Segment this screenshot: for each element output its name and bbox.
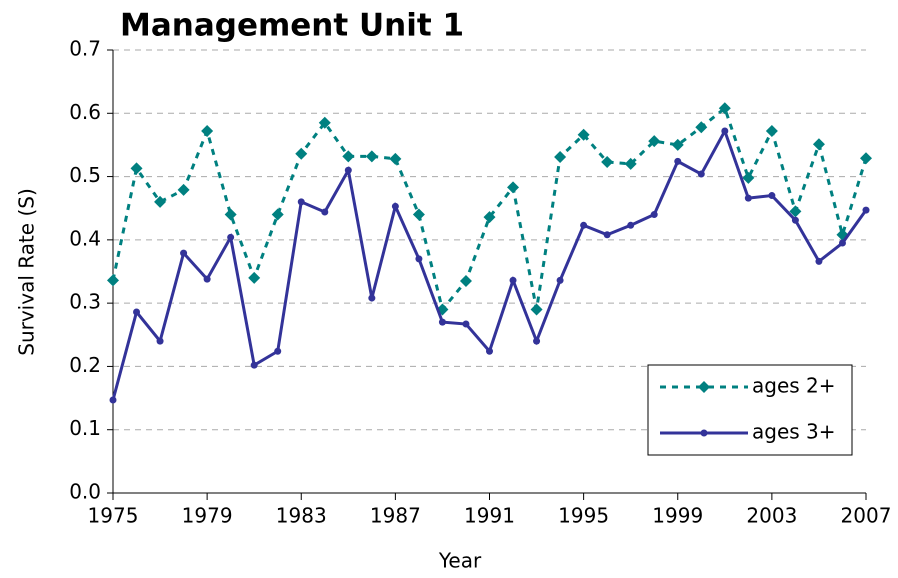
point xyxy=(248,271,261,284)
point xyxy=(412,208,425,221)
point xyxy=(791,216,799,224)
point xyxy=(624,157,637,170)
point xyxy=(224,208,237,221)
y-tick-label: 0.7 xyxy=(69,37,101,61)
point xyxy=(297,198,305,206)
point xyxy=(462,320,470,328)
legend-box xyxy=(647,364,853,456)
y-tick-label: 0.6 xyxy=(69,100,101,124)
point xyxy=(203,275,211,283)
y-tick-label: 0.3 xyxy=(69,290,101,314)
point xyxy=(577,128,590,141)
x-tick-label: 1979 xyxy=(182,504,233,528)
point xyxy=(250,361,258,369)
x-tick-label: 1975 xyxy=(88,504,139,528)
point xyxy=(627,221,635,229)
point xyxy=(201,125,214,138)
point xyxy=(295,147,308,160)
x-tick-label: 1999 xyxy=(652,504,703,528)
point xyxy=(530,303,543,316)
line xyxy=(111,105,868,313)
point xyxy=(838,239,846,247)
point xyxy=(815,257,823,265)
point xyxy=(180,249,188,257)
point xyxy=(365,150,378,163)
point xyxy=(812,138,825,151)
point xyxy=(507,181,520,194)
point xyxy=(154,195,167,208)
point xyxy=(483,211,496,224)
point xyxy=(177,183,190,196)
point xyxy=(697,170,705,178)
point xyxy=(133,308,141,316)
point xyxy=(765,125,778,138)
x-tick-label: 1991 xyxy=(464,504,515,528)
point xyxy=(391,202,399,210)
legend-marker xyxy=(700,429,708,437)
y-tick-label: 0.2 xyxy=(69,353,101,377)
point xyxy=(718,102,731,115)
point xyxy=(389,152,402,165)
point xyxy=(671,138,684,151)
x-tick-label: 1995 xyxy=(558,504,609,528)
point xyxy=(695,121,708,134)
point xyxy=(318,116,331,129)
point xyxy=(109,396,117,404)
point xyxy=(789,205,802,218)
point xyxy=(459,274,472,287)
point xyxy=(156,337,164,345)
x-tick-label: 1983 xyxy=(276,504,327,528)
point xyxy=(768,192,776,200)
point xyxy=(721,127,729,135)
point xyxy=(344,166,352,174)
point xyxy=(556,276,564,284)
point xyxy=(674,157,682,165)
legend-marker xyxy=(698,381,710,393)
point xyxy=(438,318,446,326)
point xyxy=(533,337,541,345)
point xyxy=(415,255,423,263)
point xyxy=(486,347,493,355)
x-tick-label: 2003 xyxy=(746,504,797,528)
point xyxy=(862,206,870,214)
point xyxy=(107,274,119,287)
point xyxy=(368,294,376,302)
chart-title: Management Unit 1 xyxy=(120,8,464,44)
point xyxy=(271,208,284,221)
point xyxy=(321,208,329,216)
point xyxy=(603,231,611,239)
point xyxy=(274,347,282,355)
point xyxy=(650,211,658,219)
point xyxy=(554,150,567,163)
point xyxy=(509,276,517,284)
point xyxy=(580,221,588,229)
point xyxy=(601,156,614,169)
y-tick-label: 0.0 xyxy=(69,480,101,504)
point xyxy=(860,152,872,165)
y-tick-label: 0.5 xyxy=(69,163,101,187)
y-tick-label: 0.1 xyxy=(69,416,101,440)
point xyxy=(130,162,143,175)
point xyxy=(742,171,755,184)
y-axis-label: Survival Rate (S) xyxy=(15,188,39,356)
point xyxy=(648,135,661,148)
point xyxy=(744,194,752,202)
x-axis-label: Year xyxy=(438,549,482,573)
y-tick-label: 0.4 xyxy=(69,226,101,250)
point xyxy=(342,150,355,163)
x-tick-label: 2007 xyxy=(841,504,892,528)
x-tick-label: 1987 xyxy=(370,504,421,528)
legend-label: ages 3+ xyxy=(752,420,836,444)
legend-label: ages 2+ xyxy=(752,374,836,398)
point xyxy=(227,233,235,241)
